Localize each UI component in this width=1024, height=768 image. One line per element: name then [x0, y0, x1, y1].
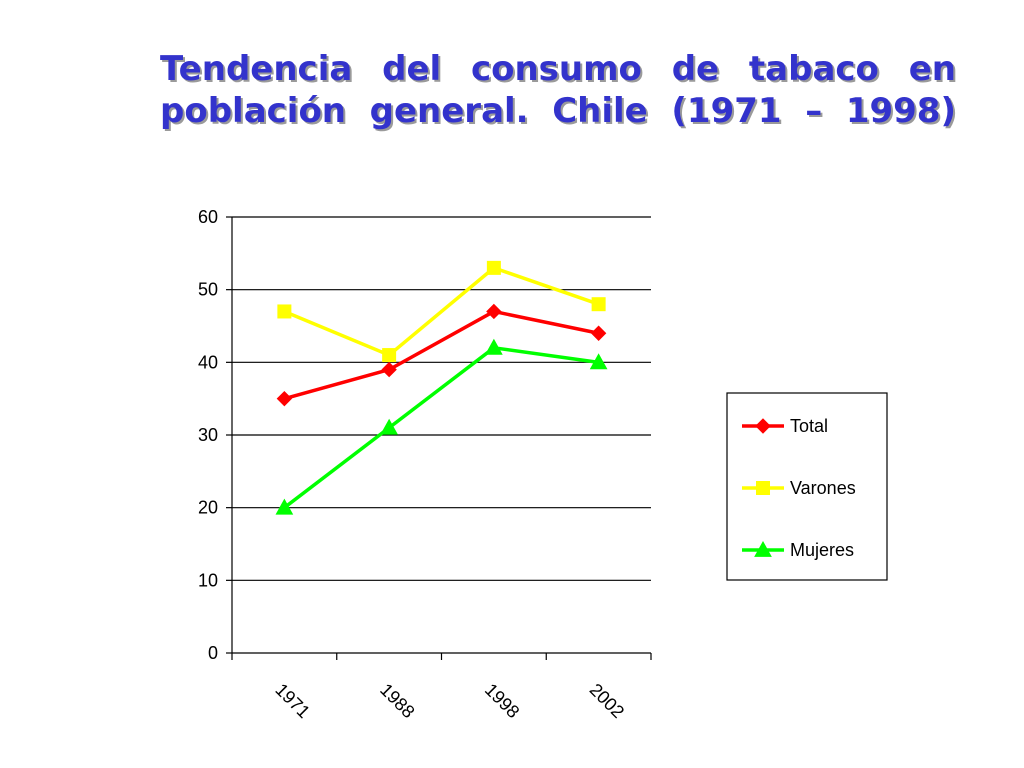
series-mujeres — [275, 338, 608, 515]
slide-title: Tendencia del consumo de tabaco en pobla… — [160, 48, 956, 132]
data-point-total — [486, 303, 502, 320]
data-point-mujeres — [275, 498, 294, 515]
legend-label-mujeres: Mujeres — [790, 540, 854, 560]
y-tick-label: 50 — [198, 280, 218, 300]
slide-title-line-1: Tendencia del consumo de tabaco en — [160, 49, 956, 89]
series-varones — [277, 260, 606, 363]
y-tick-label: 30 — [198, 425, 218, 445]
y-tick-label: 0 — [208, 643, 218, 663]
series-line-total — [283, 309, 599, 401]
x-tick-label: 1988 — [376, 680, 418, 722]
x-tick-label: 1998 — [481, 680, 523, 722]
legend-label-varones: Varones — [790, 478, 856, 498]
data-point-total — [276, 390, 293, 407]
data-point-varones — [591, 297, 606, 312]
data-point-varones — [277, 304, 292, 319]
x-tick-label: 2002 — [586, 680, 628, 722]
series-line-varones — [283, 266, 600, 357]
slide-title-line-2: población general. Chile (1971 – 1998) — [160, 91, 956, 131]
y-tick-label: 40 — [198, 352, 218, 372]
legend: Total Varones Mujeres — [726, 392, 888, 581]
legend-marker-total — [755, 418, 771, 434]
y-tick-label: 20 — [198, 498, 218, 518]
x-tick-label: 1971 — [271, 680, 313, 722]
y-tick-label: 60 — [198, 207, 218, 227]
legend-marker-varones — [756, 481, 770, 495]
data-point-mujeres — [589, 353, 608, 370]
legend-label-total: Total — [790, 416, 828, 436]
data-point-mujeres — [380, 418, 398, 435]
data-point-total — [381, 361, 397, 378]
y-tick-label: 10 — [198, 570, 218, 590]
data-point-varones — [382, 348, 397, 363]
series-total — [276, 303, 607, 407]
series-line-mujeres — [283, 346, 599, 510]
data-point-varones — [486, 260, 501, 275]
legend-marker-mujeres — [754, 540, 772, 557]
data-point-mujeres — [485, 338, 503, 355]
data-point-total — [590, 325, 607, 341]
